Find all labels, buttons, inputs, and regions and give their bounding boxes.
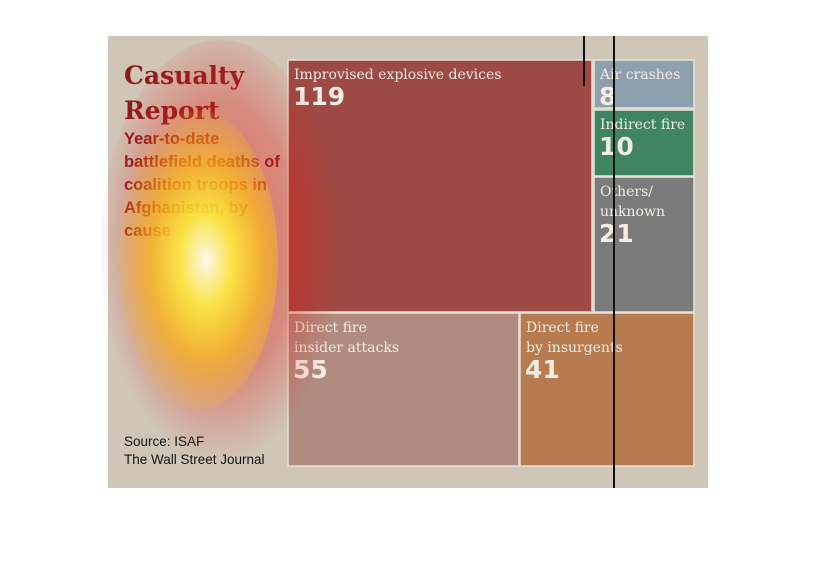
vertical-divider-line-long [613,36,615,488]
treemap-cell-value: 8 [599,82,616,111]
treemap-cell-value: 21 [599,219,634,248]
treemap-cell-value: 10 [599,132,634,161]
treemap-cell-rect [593,59,695,109]
treemap-cell-label: unknown [600,204,665,220]
vertical-divider-line-short [583,36,585,86]
treemap-cell-label: Others/ [600,184,653,200]
treemap-cell-label: Improvised explosive devices [294,67,501,83]
treemap-cell-rect [593,176,695,313]
treemap-cell-label: by insurgents [526,340,623,356]
chart-panel: Casualty Report Year-to-date battlefield… [108,36,708,488]
treemap-cell-value: 55 [293,355,328,384]
treemap-cell-label: Direct fire [526,320,599,336]
treemap-cell-value: 41 [525,355,560,384]
treemap-cell-label: Air crashes [599,67,680,83]
treemap-cell-label: Direct fire [294,320,367,336]
treemap-cell-rect [519,312,695,467]
treemap-cell-label: Indirect fire [600,117,685,133]
treemap-cell-value: 119 [293,82,345,111]
treemap-cell-rect [593,109,695,177]
treemap-cell-label: insider attacks [294,340,399,356]
